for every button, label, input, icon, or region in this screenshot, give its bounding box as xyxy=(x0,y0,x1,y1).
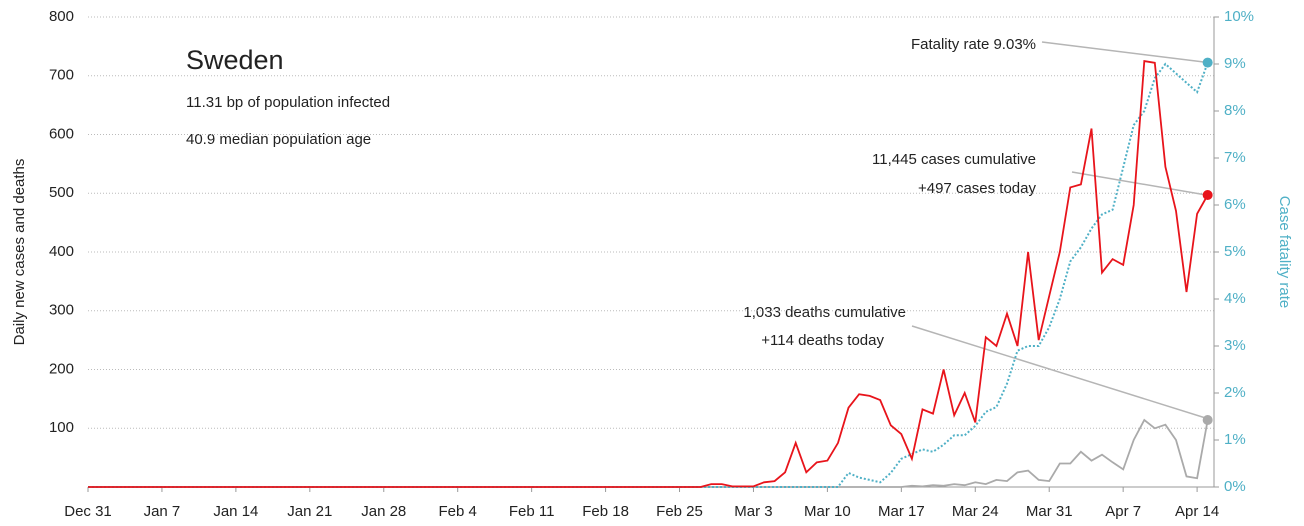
annotation: Fatality rate 9.03% xyxy=(911,36,1036,53)
y2-tick-label: 0% xyxy=(1224,478,1246,495)
x-tick-label: Jan 7 xyxy=(144,503,181,520)
y-tick-label: 400 xyxy=(49,243,74,260)
series-line xyxy=(88,60,1209,488)
y-axis-label: Daily new cases and deaths xyxy=(11,159,28,346)
y2-tick-label: 2% xyxy=(1224,384,1246,401)
x-tick-label: Feb 11 xyxy=(509,503,555,520)
leader-line xyxy=(1041,41,1213,64)
y2-tick-label: 3% xyxy=(1224,337,1246,354)
end-dot xyxy=(1202,190,1213,201)
annotation: 11,445 cases cumulative xyxy=(872,151,1036,168)
subtitle: 40.9 median population age xyxy=(186,131,371,148)
chart-title: Sweden xyxy=(186,45,284,75)
x-tick-label: Jan 21 xyxy=(287,503,332,520)
end-dot xyxy=(1202,57,1213,68)
x-tick-label: Apr 14 xyxy=(1175,503,1219,520)
y2-tick-label: 8% xyxy=(1224,102,1246,119)
end-dot xyxy=(1202,415,1213,426)
y-tick-label: 500 xyxy=(49,184,74,201)
y-tick-label: 700 xyxy=(49,67,74,84)
x-tick-label: Feb 4 xyxy=(439,503,477,520)
x-tick-label: Dec 31 xyxy=(64,503,112,520)
y-tick-label: 600 xyxy=(49,125,74,142)
y2-tick-label: 10% xyxy=(1224,8,1254,25)
y-tick-label: 300 xyxy=(49,302,74,319)
y2-tick-label: 9% xyxy=(1224,55,1246,72)
x-tick-label: Mar 31 xyxy=(1026,503,1073,520)
leader-line xyxy=(911,325,1213,421)
x-tick-label: Apr 7 xyxy=(1105,503,1141,520)
subtitle: 11.31 bp of population infected xyxy=(186,94,390,111)
y2-tick-label: 5% xyxy=(1224,243,1246,260)
y2-tick-label: 4% xyxy=(1224,290,1246,307)
x-tick-label: Feb 18 xyxy=(582,503,629,520)
x-tick-label: Mar 24 xyxy=(952,503,999,520)
y2-axis-label: Case fatality rate xyxy=(1276,196,1293,309)
annotation: +114 deaths today xyxy=(761,332,884,349)
series-line xyxy=(88,62,1209,488)
x-tick-label: Feb 25 xyxy=(656,503,703,520)
y2-tick-label: 6% xyxy=(1224,196,1246,213)
y-tick-label: 200 xyxy=(49,360,74,377)
annotation: +497 cases today xyxy=(918,180,1037,197)
x-tick-label: Jan 14 xyxy=(213,503,258,520)
series-line xyxy=(88,418,1209,488)
y-tick-label: 100 xyxy=(49,419,74,436)
x-tick-label: Mar 3 xyxy=(734,503,772,520)
y2-tick-label: 7% xyxy=(1224,149,1246,166)
annotation: 1,033 deaths cumulative xyxy=(743,304,906,321)
leader-line xyxy=(1071,171,1213,197)
x-tick-label: Jan 28 xyxy=(361,503,406,520)
x-tick-label: Mar 10 xyxy=(804,503,851,520)
y-tick-label: 800 xyxy=(49,8,74,25)
x-tick-label: Mar 17 xyxy=(878,503,925,520)
y2-tick-label: 1% xyxy=(1224,431,1246,448)
